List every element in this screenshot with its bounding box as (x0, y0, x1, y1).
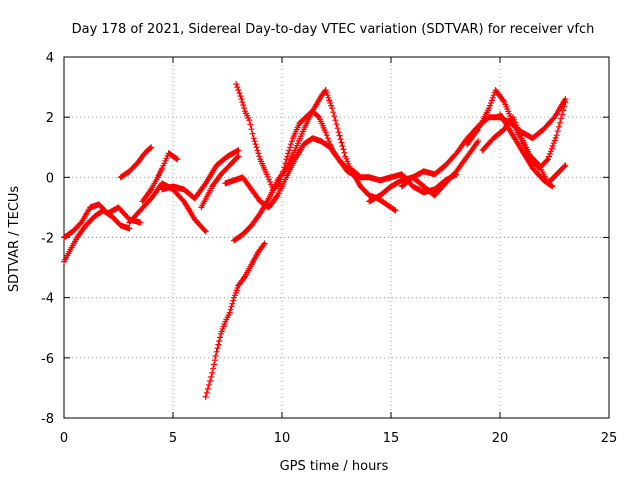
series-track-18 (497, 111, 556, 190)
y-tick-label: 4 (46, 51, 54, 66)
data-point-markers (159, 147, 242, 202)
data-point-markers (464, 87, 569, 172)
data-markers (61, 81, 569, 400)
series-track-15 (398, 96, 569, 190)
x-tick-label: 10 (274, 431, 291, 446)
x-tick-label: 25 (601, 431, 618, 446)
series-track-1 (61, 207, 133, 265)
data-point-markers (202, 240, 268, 400)
y-tick-label: 0 (46, 171, 54, 186)
series-track-7 (198, 153, 242, 211)
data-point-markers (61, 207, 133, 265)
data-point-markers (318, 138, 460, 196)
y-tick-label: -2 (41, 232, 54, 247)
chart-title: Day 178 of 2021, Sidereal Day-to-day VTE… (72, 22, 595, 37)
x-axis-label: GPS time / hours (280, 459, 389, 474)
data-point-markers (198, 153, 242, 211)
series-track-5 (139, 150, 181, 205)
x-tick-label: 5 (169, 431, 177, 446)
series-track-14 (366, 138, 482, 205)
x-tick-label: 0 (60, 431, 68, 446)
grid (64, 57, 609, 418)
series-track-12 (222, 135, 325, 211)
y-tick-label: -8 (41, 412, 54, 427)
series-track-6 (159, 147, 242, 202)
x-tick-label: 15 (383, 431, 400, 446)
y-tick-label: 2 (46, 111, 54, 126)
series-track-13 (318, 138, 460, 196)
y-tick-label: -4 (41, 292, 54, 307)
data-point-markers (398, 96, 569, 190)
data-point-markers (117, 144, 155, 181)
series-track-3 (117, 144, 155, 181)
data-point-markers (139, 150, 181, 205)
series-track-16 (464, 87, 569, 172)
y-tick-label: -6 (41, 352, 54, 367)
axis-ticks: 0 5 10 15 20 25 -8 -6 -4 -2 0 2 4 (41, 51, 617, 446)
x-tick-label: 20 (492, 431, 509, 446)
data-point-markers (366, 138, 482, 205)
data-point-markers (222, 135, 325, 211)
data-point-markers (497, 111, 556, 190)
y-axis-label: SDTVAR / TECUs (7, 186, 22, 293)
series-track-8 (202, 240, 268, 400)
